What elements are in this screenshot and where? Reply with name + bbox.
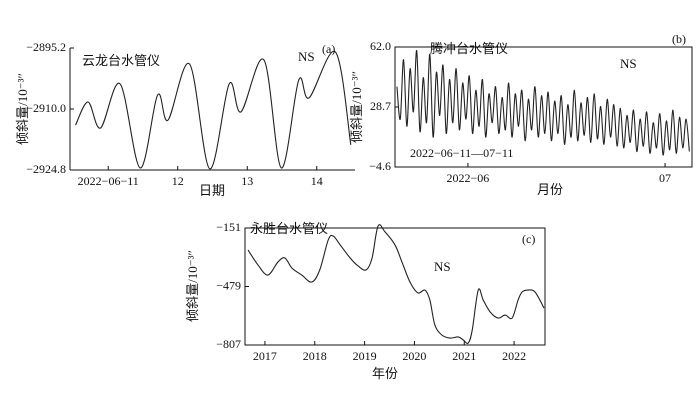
direction-label: NS (620, 56, 637, 71)
x-tick-label: 2019 (353, 349, 377, 363)
x-tick-label: 2020 (402, 349, 426, 363)
x-tick-label: 12 (172, 174, 184, 188)
panel-label: (c) (522, 232, 535, 246)
panel-title: 云龙台水管仪 (82, 53, 160, 68)
y-tick-label: −151 (216, 220, 241, 234)
y-tick-label: −807 (216, 337, 241, 351)
x-tick-label: 13 (241, 174, 253, 188)
panel-label: (a) (322, 42, 335, 56)
y-tick-label: 62.0 (370, 39, 391, 53)
x-axis-label: 月份 (537, 182, 563, 197)
y-tick-label: −2910.0 (26, 101, 66, 115)
y-axis-label: 倾斜量/10⁻³″ (15, 73, 30, 145)
x-tick-label: 2022−06 (447, 171, 490, 185)
x-tick-label: 2022−06−11 (78, 174, 139, 188)
data-line (396, 50, 690, 156)
y-tick-label: −2924.8 (26, 162, 66, 176)
date-range-note: 2022−06−11—07−11 (410, 146, 513, 160)
x-axis-label: 年份 (372, 366, 398, 381)
data-line (247, 224, 545, 344)
x-tick-label: 07 (659, 171, 671, 185)
panel-label: (b) (672, 32, 686, 46)
y-axis-label: 倾斜量/10⁻³″ (349, 71, 364, 143)
x-tick-label: 2017 (253, 349, 277, 363)
direction-label: NS (434, 259, 451, 274)
x-tick-label: 2022 (502, 349, 526, 363)
y-tick-label: −479 (216, 278, 241, 292)
panel-title: 永胜台水管仪 (250, 221, 328, 236)
y-tick-label: −4.6 (369, 159, 391, 173)
data-line (75, 50, 352, 170)
x-tick-label: 14 (311, 174, 323, 188)
panel-title: 腾冲台水管仪 (430, 41, 508, 56)
x-axis-label: 日期 (199, 183, 225, 198)
direction-label: NS (298, 49, 315, 64)
x-tick-label: 2021 (452, 349, 476, 363)
x-tick-label: 2018 (303, 349, 327, 363)
y-tick-label: −2895.2 (26, 40, 66, 54)
y-axis-label: 倾斜量/10⁻³″ (185, 250, 200, 322)
y-tick-label: 28.7 (370, 99, 391, 113)
